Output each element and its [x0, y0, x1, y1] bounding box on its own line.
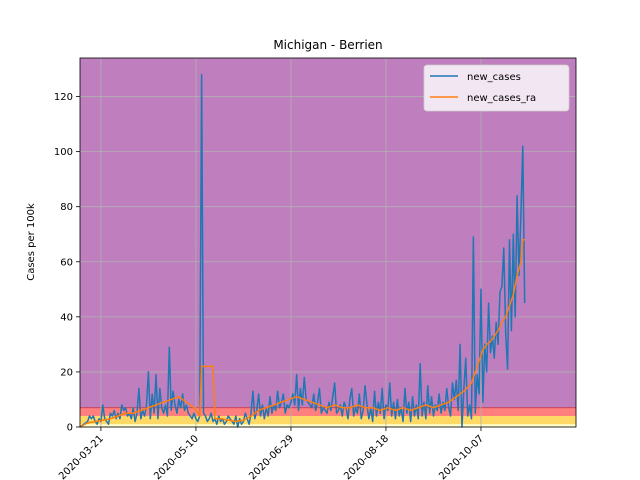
- y-tick-label: 0: [67, 423, 73, 434]
- chart-title: Michigan - Berrien: [273, 38, 382, 52]
- x-tick-label: 2020-10-07: [437, 433, 486, 480]
- y-tick-label: 20: [60, 367, 73, 378]
- x-tick-label: 2020-05-10: [152, 433, 201, 480]
- x-tick-label: 2020-03-21: [57, 433, 106, 480]
- y-tick-label: 80: [60, 202, 73, 213]
- plot-frame: [79, 57, 577, 428]
- risk-band-0: [80, 424, 576, 427]
- legend: new_cases new_cases_ra: [423, 64, 570, 112]
- y-tick-label: 120: [54, 92, 73, 103]
- x-axis: 2020-03-21 2020-05-10 2020-06-29 2020-08-18…: [57, 427, 486, 480]
- y-axis-label: Cases per 100k: [26, 203, 37, 281]
- y-tick-label: 60: [60, 257, 73, 268]
- y-axis: 0 20 40 60 80 100 120: [54, 92, 80, 434]
- risk-band-1: [80, 415, 576, 425]
- legend-label-new-cases: new_cases: [467, 72, 521, 83]
- x-tick-label: 2020-06-29: [247, 433, 296, 480]
- x-tick-label: 2020-08-18: [342, 433, 391, 480]
- series-lines: [79, 73, 526, 428]
- legend-box: [423, 64, 570, 112]
- y-tick-label: 40: [60, 312, 73, 323]
- series-line-new_cases_ra: [79, 239, 525, 428]
- legend-label-new-cases-ra: new_cases_ra: [467, 93, 536, 104]
- y-tick-label: 100: [54, 147, 73, 158]
